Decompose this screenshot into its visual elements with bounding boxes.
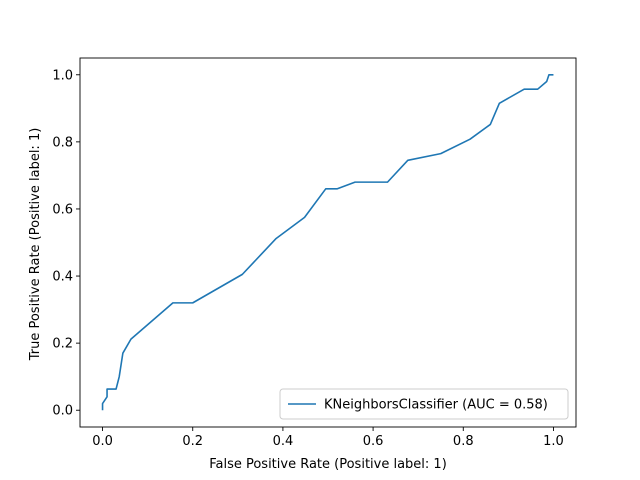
- x-axis-label: False Positive Rate (Positive label: 1): [209, 457, 447, 472]
- plot-area: [101, 73, 554, 411]
- y-tick-label: 0.4: [52, 270, 73, 285]
- y-axis-ticks: 0.0 0.2 0.4 0.6 0.8 1.0: [52, 68, 80, 419]
- roc-curve-line: [101, 73, 554, 411]
- legend-entry-label: KNeighborsClassifier (AUC = 0.58): [324, 398, 548, 413]
- x-tick-label: 1.0: [543, 434, 564, 449]
- legend: KNeighborsClassifier (AUC = 0.58): [279, 388, 569, 420]
- y-tick-label: 1.0: [52, 68, 73, 83]
- x-tick-label: 0.8: [453, 434, 474, 449]
- x-tick-label: 0.6: [363, 434, 384, 449]
- x-tick-label: 0.4: [273, 434, 294, 449]
- y-tick-label: 0.0: [52, 404, 73, 419]
- x-tick-label: 0.2: [182, 434, 203, 449]
- x-tick-label: 0.0: [92, 434, 113, 449]
- y-tick-label: 0.2: [52, 337, 73, 352]
- x-axis-ticks: 0.0 0.2 0.4 0.6 0.8 1.0: [92, 427, 564, 449]
- y-axis-label: True Positive Rate (Positive label: 1): [28, 128, 43, 362]
- legend-box: [279, 388, 569, 420]
- axes-frame: [79, 57, 577, 428]
- y-tick-label: 0.6: [52, 202, 73, 217]
- y-tick-label: 0.8: [52, 135, 73, 150]
